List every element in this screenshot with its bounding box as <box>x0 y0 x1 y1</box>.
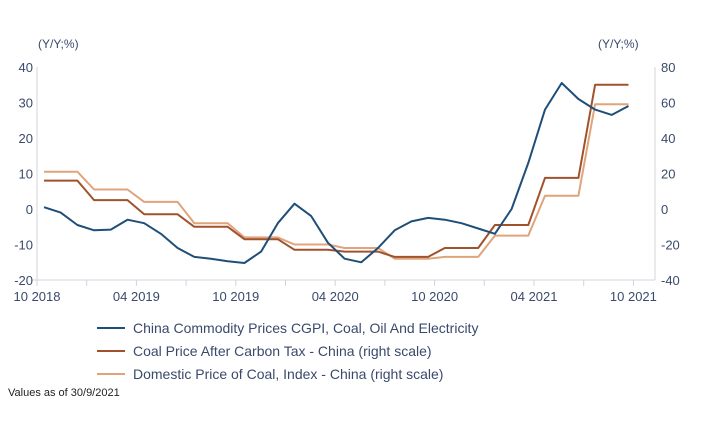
x-tick-label: 04 2021 <box>511 289 558 304</box>
right-tick-label: 80 <box>661 60 675 75</box>
right-tick-label: -40 <box>661 273 680 288</box>
x-tick-label: 10 2018 <box>14 289 61 304</box>
left-tick-label: 40 <box>19 60 33 75</box>
x-tick-label: 10 2019 <box>212 289 259 304</box>
right-tick-label: 60 <box>661 96 675 111</box>
left-tick-label: 0 <box>26 202 33 217</box>
legend-label-1: Coal Price After Carbon Tax - China (rig… <box>133 343 432 359</box>
right-tick-label: 40 <box>661 131 675 146</box>
legend-label-0: China Commodity Prices CGPI, Coal, Oil A… <box>133 320 478 336</box>
footnote: Values as of 30/9/2021 <box>8 387 120 399</box>
left-axis-unit-label: (Y/Y;%) <box>38 37 79 51</box>
right-axis-unit-label: (Y/Y;%) <box>598 37 639 51</box>
series-line-0 <box>43 82 629 264</box>
right-tick-label: 0 <box>661 202 668 217</box>
series-line-1 <box>44 83 629 258</box>
left-tick-label: 20 <box>19 131 33 146</box>
x-tick-label: 04 2020 <box>312 289 359 304</box>
left-tick-label: -10 <box>14 238 33 253</box>
left-tick-label: 30 <box>19 96 33 111</box>
series-line-2 <box>44 103 629 260</box>
x-tick-label: 10 2020 <box>411 289 458 304</box>
legend-label-2: Domestic Price of Coal, Index - China (r… <box>133 366 443 382</box>
left-tick-label: 10 <box>19 167 33 182</box>
right-tick-label: -20 <box>661 238 680 253</box>
x-tick-label: 04 2019 <box>113 289 160 304</box>
x-tick-label: 10 2021 <box>610 289 657 304</box>
left-tick-label: -20 <box>14 273 33 288</box>
right-tick-label: 20 <box>661 167 675 182</box>
